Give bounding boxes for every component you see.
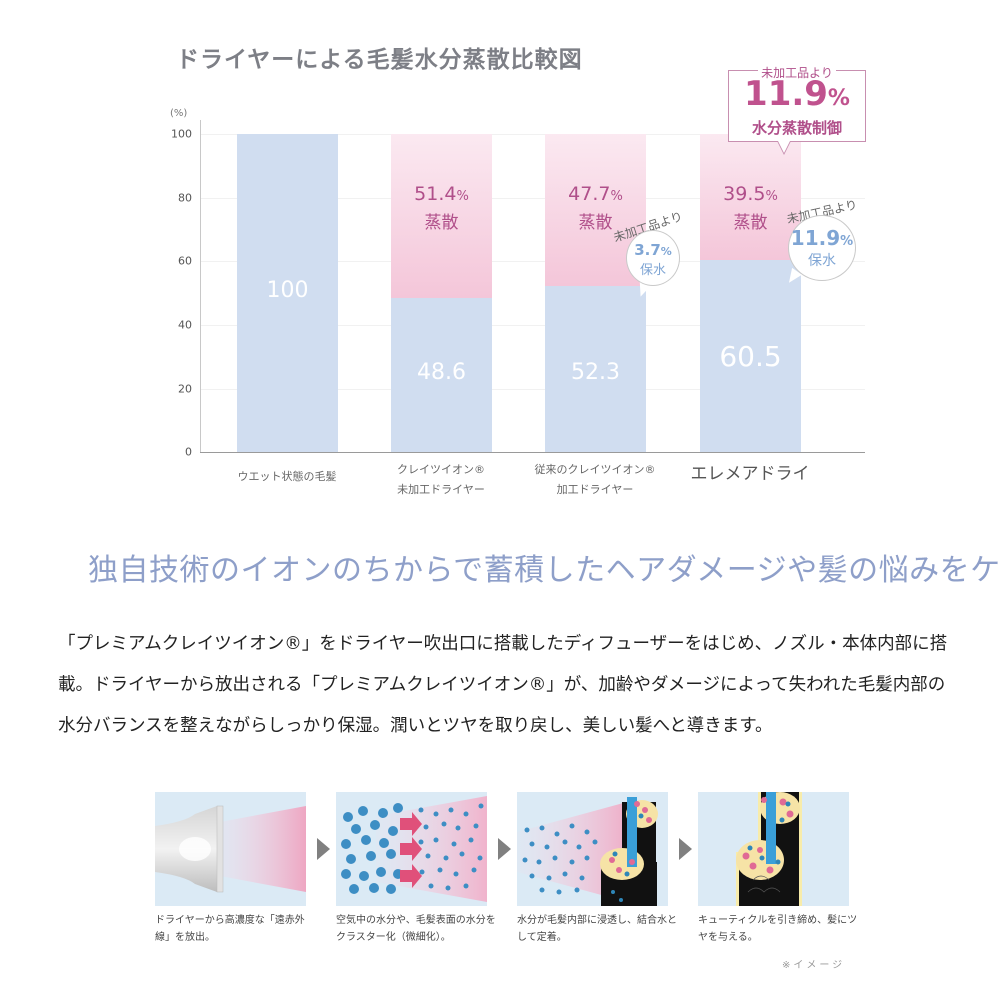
x-label-unprocessed: クレイツイオン® 未加工ドライヤー xyxy=(397,463,485,496)
water-molecules-icon xyxy=(341,796,487,902)
gridline xyxy=(200,134,865,135)
y-axis-unit: (%) xyxy=(170,108,188,119)
bar-value: 100 xyxy=(266,278,309,303)
bar-conventional-retained xyxy=(545,286,646,452)
evaporation-label: 蒸散 xyxy=(424,213,459,233)
bar-elemea-evaporation xyxy=(700,134,801,260)
step-arrow-icon xyxy=(498,838,511,860)
y-tick-100: 100 xyxy=(171,127,192,141)
x-label-conventional: 従来のクレイツイオン® 加工ドライヤー xyxy=(534,463,656,496)
x-label-elemea: エレメアドライ xyxy=(690,464,810,484)
y-axis xyxy=(200,120,201,453)
gridline xyxy=(200,261,865,262)
x-label-wet-hair: ウエット状態の毛髪 xyxy=(237,470,337,483)
body-paragraph: 「プレミアムクレイツイオン®」をドライヤー吹出口に搭載したディフューザーをはじめ… xyxy=(58,634,948,736)
bar-unprocessed-evaporation xyxy=(391,134,492,298)
callout-top-text: 未加工品より xyxy=(758,66,836,80)
evaporation-percent: 47.7% xyxy=(568,183,623,205)
y-tick-20: 20 xyxy=(178,382,192,396)
y-tick-60: 60 xyxy=(178,254,192,268)
hair-cross-section-icon xyxy=(517,797,658,906)
evaporation-label: 蒸散 xyxy=(733,213,768,233)
callout-subtext: 水分蒸散制御 xyxy=(751,119,842,137)
step-image-cuticle xyxy=(698,792,849,906)
gridline xyxy=(200,325,865,326)
step-arrow-icon xyxy=(317,838,330,860)
callout-tail-inner xyxy=(778,141,790,153)
step-image-clustering xyxy=(336,792,487,906)
bar-unprocessed-retained xyxy=(391,298,492,452)
step-caption: ドライヤーから高濃度な「遠赤外線」を放出。 xyxy=(155,915,305,943)
bar-value: 48.6 xyxy=(417,360,466,385)
bar-value: 60.5 xyxy=(719,340,782,373)
section-headline: 独自技術のイオンのちからで蓄積したヘアダメージや髪の悩みをケア xyxy=(88,553,1000,588)
step-caption: 空気中の水分や、毛髪表面の水分をクラスター化（微細化）。 xyxy=(336,915,496,943)
y-tick-80: 80 xyxy=(178,191,192,205)
evaporation-percent: 51.4% xyxy=(414,183,469,205)
evaporation-label: 蒸散 xyxy=(578,213,613,233)
step-caption: 水分が毛髪内部に浸透し、結合水として定着。 xyxy=(517,915,677,943)
callout-value: 11.9% xyxy=(744,74,850,114)
y-tick-40: 40 xyxy=(178,318,192,332)
chart-title: ドライヤーによる毛髪水分蒸散比較図 xyxy=(176,47,583,73)
bar-elemea-retained xyxy=(700,260,801,452)
step-arrow-icon xyxy=(679,838,692,860)
image-note: ※イメージ xyxy=(782,960,846,971)
gridline xyxy=(200,198,865,199)
dryer-icon xyxy=(155,805,306,893)
bar-chart: (%) 100 80 60 40 20 0 100 51.4% 蒸散 48.6 … xyxy=(170,66,866,496)
evaporation-control-callout: 未加工品より 11.9% 水分蒸散制御 xyxy=(728,66,866,155)
step-caption: キューティクルを引き締め、髪にツヤを与える。 xyxy=(698,915,858,943)
y-tick-0: 0 xyxy=(185,445,192,459)
hair-strand-icon xyxy=(736,792,802,906)
gridline xyxy=(200,389,865,390)
bubble-small-retention: 3.7% 保水 xyxy=(626,230,680,286)
step-image-dryer xyxy=(155,792,306,906)
bubble-large-retention: 11.9% 保水 xyxy=(788,215,856,281)
evaporation-percent: 39.5% xyxy=(723,183,778,205)
step-image-penetration xyxy=(517,792,668,906)
x-axis xyxy=(200,452,865,453)
bar-wet-hair-retained xyxy=(237,134,338,452)
bar-value: 52.3 xyxy=(571,360,620,385)
